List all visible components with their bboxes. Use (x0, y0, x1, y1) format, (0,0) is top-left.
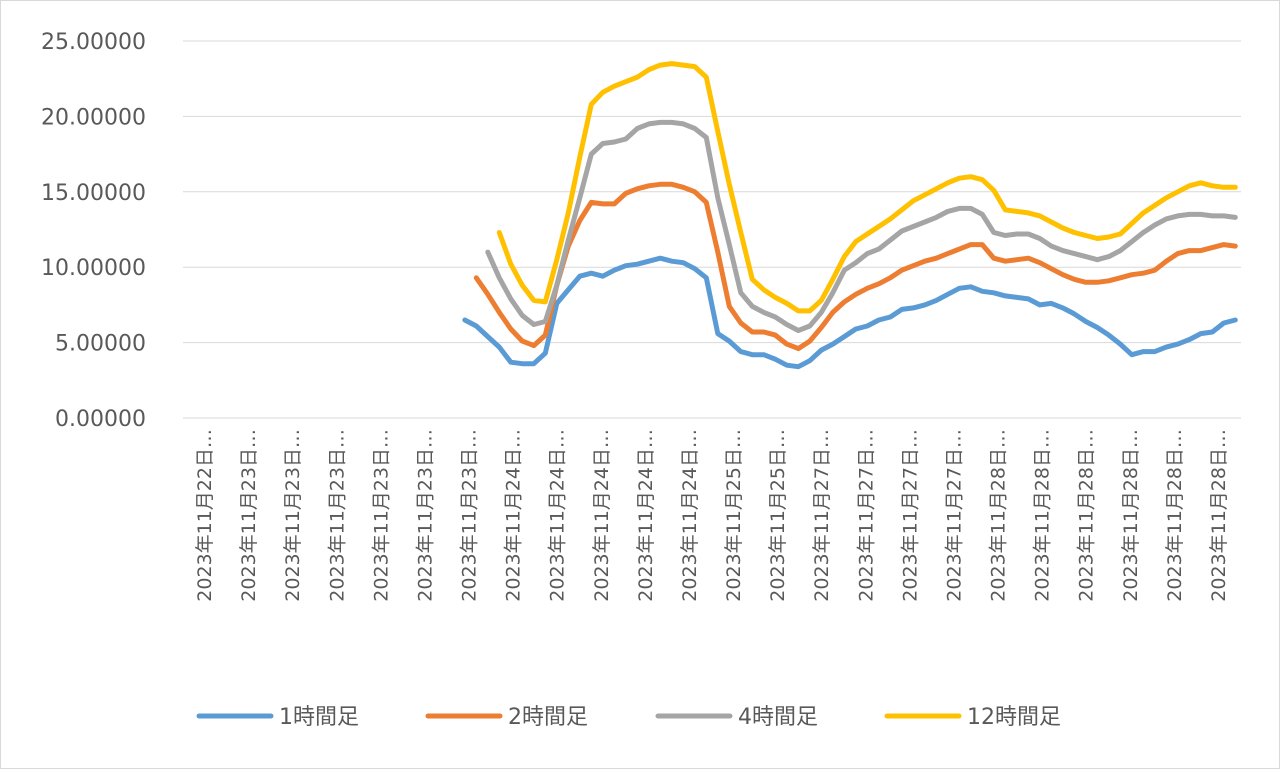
x-tick-label: 2023年11月25日… (723, 429, 745, 602)
x-tick-label: 2023年11月23日… (238, 429, 260, 602)
x-tick-label: 2023年11月28日… (1032, 429, 1054, 602)
x-tick-label: 2023年11月24日… (547, 429, 569, 602)
y-tick-label: 25.00000 (41, 30, 146, 55)
x-tick-label: 2023年11月28日… (1076, 429, 1098, 602)
y-tick-label: 20.00000 (41, 105, 146, 130)
series-line-4 (496, 61, 1238, 314)
y-tick-label: 10.00000 (41, 256, 146, 281)
x-tick-label: 2023年11月24日… (503, 429, 525, 602)
x-tick-label: 2023年11月27日… (899, 429, 921, 602)
x-tick-label: 2023年11月23日… (282, 429, 304, 602)
x-tick-label: 2023年11月23日… (414, 429, 436, 602)
legend-label: 1時間足 (279, 705, 359, 730)
x-tick-label: 2023年11月27日… (811, 429, 833, 602)
series-line-2 (473, 181, 1238, 352)
x-tick-label: 2023年11月23日… (459, 429, 481, 602)
legend-label: 4時間足 (738, 705, 818, 730)
x-tick-label: 2023年11月22日… (194, 429, 216, 602)
x-tick-label: 2023年11月28日… (1208, 429, 1230, 602)
x-tick-label: 2023年11月24日… (635, 429, 657, 602)
series-line-3 (485, 119, 1238, 333)
x-tick-label: 2023年11月23日… (326, 429, 348, 602)
y-tick-label: 0.00000 (55, 407, 146, 432)
x-tick-label: 2023年11月28日… (988, 429, 1010, 602)
y-tick-label: 5.00000 (55, 332, 146, 357)
x-tick-label: 2023年11月24日… (591, 429, 613, 602)
plot-area (462, 61, 1238, 370)
x-tick-label: 2023年11月27日… (943, 429, 965, 602)
x-tick-label: 2023年11月24日… (679, 429, 701, 602)
legend: 1時間足 2時間足 4時間足 12時間足 (196, 705, 1061, 730)
series-line-1 (462, 255, 1238, 370)
x-tick-label: 2023年11月28日… (1120, 429, 1142, 602)
legend-label: 2時間足 (508, 705, 588, 730)
y-tick-label: 15.00000 (41, 181, 146, 206)
y-axis: 0.00000 5.00000 10.00000 15.00000 20.00000 25… (41, 30, 146, 432)
legend-label: 12時間足 (967, 705, 1061, 730)
x-tick-label: 2023年11月28日… (1164, 429, 1186, 602)
gridlines (183, 40, 1241, 419)
x-tick-label: 2023年11月25日… (767, 429, 789, 602)
x-axis: 2023年11月22日… 2023年11月23日… 2023年11月23日… 2023… (194, 429, 1230, 602)
x-tick-label: 2023年11月23日… (370, 429, 392, 602)
x-tick-label: 2023年11月27日… (855, 429, 877, 602)
